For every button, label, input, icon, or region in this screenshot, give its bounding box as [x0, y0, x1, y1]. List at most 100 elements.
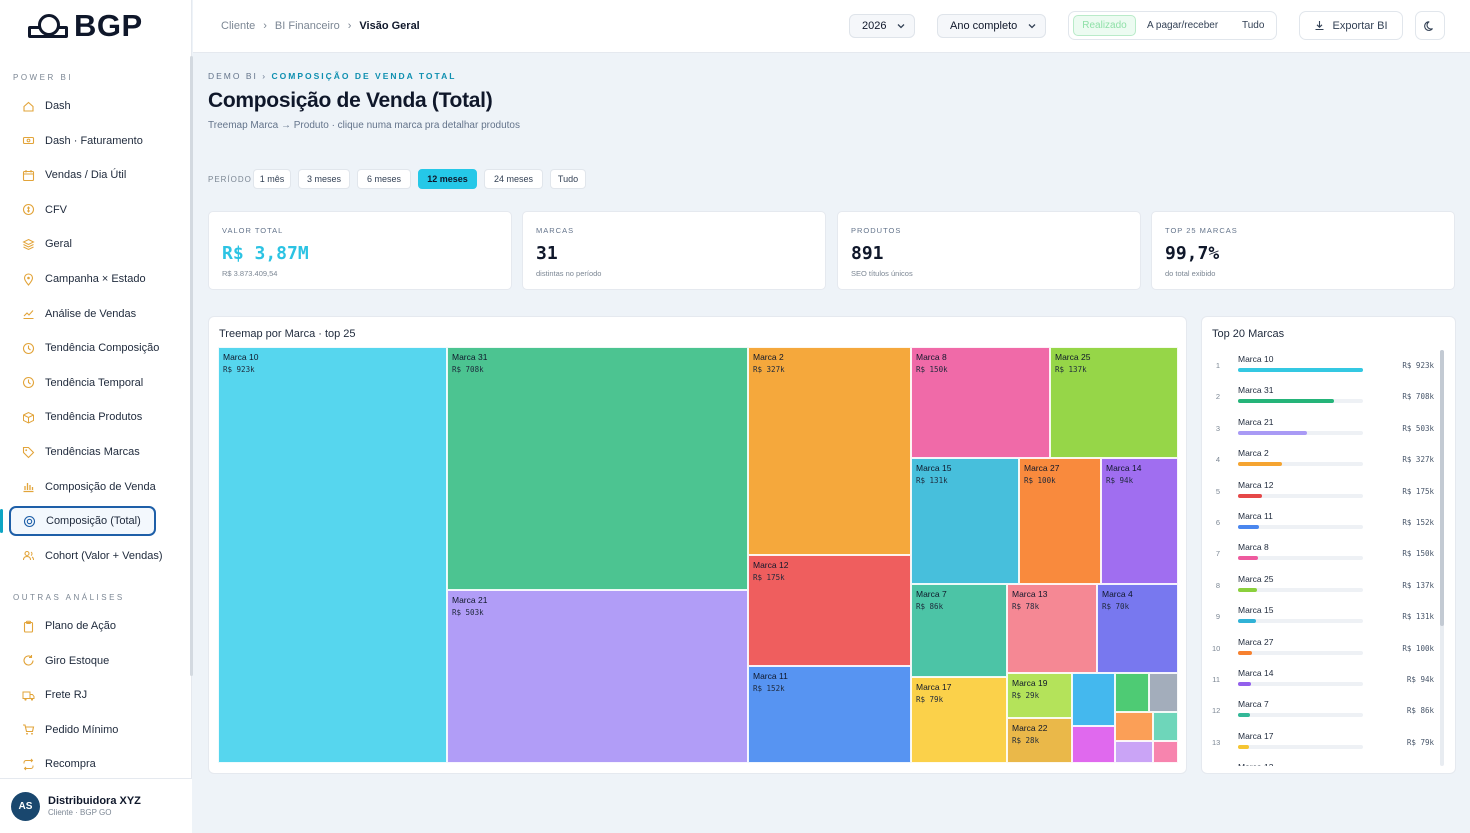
ranking-row[interactable]: 11 Marca 14 R$ 94k [1212, 665, 1438, 696]
period-button-1[interactable]: 3 meses [298, 169, 350, 189]
breadcrumb-cliente[interactable]: Cliente [221, 20, 256, 32]
sidebar-item-label: CFV [45, 203, 67, 216]
ranking-value: R$ 503k [1402, 423, 1434, 433]
year-select[interactable]: 2026 [849, 14, 915, 38]
sidebar-item-campanha-estado[interactable]: Campanha × Estado [10, 264, 180, 294]
treemap-tile[interactable]: Marca 25 R$ 137k [1050, 347, 1178, 458]
sidebar-item-pedido-minimo[interactable]: Pedido Mínimo [10, 715, 180, 745]
treemap-tile-name: Marca 17 [916, 682, 952, 692]
treemap-tile[interactable] [1072, 726, 1115, 763]
treemap-tile[interactable]: Marca 19 R$ 29k [1007, 673, 1072, 718]
sidebar-item-tendencias-marcas[interactable]: Tendências Marcas [10, 437, 180, 467]
segment-a-pagar-receber[interactable]: A pagar/receber [1147, 20, 1219, 31]
sidebar-item-composicao-de-venda[interactable]: Composição de Venda [10, 472, 180, 502]
treemap-tile-value: R$ 70k [1102, 602, 1130, 611]
sidebar-item-giro-estoque[interactable]: Giro Estoque [10, 646, 180, 676]
treemap-tile[interactable]: Marca 31 R$ 708k [447, 347, 748, 590]
treemap-tile-name: Marca 21 [452, 595, 488, 605]
ranking-row[interactable]: 4 Marca 2 R$ 327k [1212, 445, 1438, 476]
ranking-row[interactable]: 5 Marca 12 R$ 175k [1212, 477, 1438, 508]
sidebar-item-tendencia-temporal[interactable]: Tendência Temporal [10, 368, 180, 398]
user-card[interactable]: AS Distribuidora XYZ Cliente · BGP GO [0, 778, 192, 833]
breadcrumb-bi-financeiro[interactable]: BI Financeiro [274, 20, 340, 32]
ranking-name: Marca 2 [1238, 448, 1269, 459]
sidebar-item-label: Frete RJ [45, 689, 88, 702]
sidebar-item-cohort-valor-vendas[interactable]: Cohort (Valor + Vendas) [10, 541, 180, 571]
ranking-row[interactable]: 14Marca 13 [1212, 759, 1438, 766]
treemap-tile[interactable] [1072, 673, 1115, 726]
treemap-tile[interactable]: Marca 15 R$ 131k [911, 458, 1019, 584]
treemap-tile[interactable] [1115, 673, 1149, 712]
sidebar-item-tendencia-composicao[interactable]: Tendência Composição [10, 333, 180, 363]
treemap-tile-name: Marca 15 [916, 463, 952, 473]
ranking-row[interactable]: 8 Marca 25 R$ 137k [1212, 571, 1438, 602]
sidebar-item-vendas-dia-util[interactable]: Vendas / Dia Útil [10, 160, 180, 190]
ranking-row[interactable]: 3 Marca 21 R$ 503k [1212, 414, 1438, 445]
treemap-tile[interactable]: Marca 27 R$ 100k [1019, 458, 1101, 584]
ranking-value: R$ 327k [1402, 455, 1434, 465]
period-button-2[interactable]: 6 meses [357, 169, 411, 189]
sidebar-scrollbar[interactable] [190, 56, 193, 676]
theme-toggle-button[interactable] [1415, 11, 1445, 40]
ranking-rank: 7 [1215, 549, 1220, 559]
ranking-name: Marca 27 [1238, 636, 1274, 647]
money-icon [21, 134, 35, 148]
ranking-name: Marca 25 [1238, 573, 1274, 584]
trend-icon [21, 307, 35, 321]
sidebar-item-dash[interactable]: Dash [10, 91, 180, 121]
ranking-rank: 12 [1212, 706, 1221, 716]
sidebar-item-recompra[interactable]: Recompra [10, 749, 180, 779]
ranking-bar-track [1238, 619, 1363, 624]
treemap-tile[interactable]: Marca 10 R$ 923k [218, 347, 447, 763]
treemap-tile[interactable]: Marca 17 R$ 79k [911, 677, 1007, 763]
sidebar-item-frete-rj[interactable]: Frete RJ [10, 680, 180, 710]
sidebar-item-geral[interactable]: Geral [10, 229, 180, 259]
treemap-tile[interactable] [1149, 673, 1178, 712]
segment-realizado[interactable]: Realizado [1073, 15, 1136, 36]
treemap-tile[interactable]: Marca 8 R$ 150k [911, 347, 1050, 458]
treemap-tile[interactable]: Marca 2 R$ 327k [748, 347, 911, 555]
ranking-row[interactable]: 6 Marca 11 R$ 152k [1212, 508, 1438, 539]
ranking-value: R$ 137k [1402, 580, 1434, 590]
treemap-tile[interactable]: Marca 4 R$ 70k [1097, 584, 1178, 673]
ranking-row[interactable]: 13 Marca 17 R$ 79k [1212, 728, 1438, 759]
kpi-card: MARCAS 31 distintas no período [522, 211, 826, 290]
treemap-tile[interactable]: Marca 13 R$ 78k [1007, 584, 1097, 673]
sidebar-item-analise-de-vendas[interactable]: Análise de Vendas [10, 299, 180, 329]
ranking-row[interactable]: 1 Marca 10 R$ 923k [1212, 351, 1438, 382]
sidebar-item-composicao-total[interactable]: Composição (Total) [9, 506, 156, 537]
treemap-tile[interactable]: Marca 14 R$ 94k [1101, 458, 1178, 584]
period-button-3[interactable]: 12 meses [418, 169, 477, 189]
treemap-tile[interactable]: Marca 22 R$ 28k [1007, 718, 1072, 763]
treemap-tile[interactable]: Marca 12 R$ 175k [748, 555, 911, 666]
ranking-row[interactable]: 9 Marca 15 R$ 131k [1212, 602, 1438, 633]
treemap-tile[interactable]: Marca 11 R$ 152k [748, 666, 911, 763]
kpi-value: 99,7% [1165, 243, 1220, 264]
ranking-bar-track [1238, 493, 1363, 498]
treemap-tile[interactable]: Marca 7 R$ 86k [911, 584, 1007, 677]
chevron-down-icon [897, 24, 905, 29]
bgp-logo[interactable]: BGP [28, 10, 168, 42]
sidebar-item-plano-de-acao[interactable]: Plano de Ação [10, 611, 180, 641]
sidebar-item-dash-faturamento[interactable]: Dash · Faturamento [10, 126, 180, 156]
ranking-row[interactable]: 2 Marca 31 R$ 708k [1212, 382, 1438, 413]
treemap-tile-value: R$ 28k [1012, 736, 1040, 745]
treemap-tile-name: Marca 4 [1102, 589, 1133, 599]
ranking-row[interactable]: 12 Marca 7 R$ 86k [1212, 696, 1438, 727]
period-button-5[interactable]: Tudo [550, 169, 586, 189]
period-button-4[interactable]: 24 meses [484, 169, 543, 189]
sidebar-item-tendencia-produtos[interactable]: Tendência Produtos [10, 402, 180, 432]
treemap-tile[interactable] [1153, 712, 1178, 741]
export-button[interactable]: Exportar BI [1299, 11, 1403, 40]
treemap-tile[interactable] [1153, 741, 1178, 763]
segment-tudo[interactable]: Tudo [1242, 20, 1265, 31]
treemap-tile[interactable] [1115, 712, 1153, 741]
treemap-tile[interactable]: Marca 21 R$ 503k [447, 590, 748, 763]
range-select[interactable]: Ano completo [937, 14, 1046, 38]
treemap-tile[interactable] [1115, 741, 1153, 763]
ranking-row[interactable]: 10 Marca 27 R$ 100k [1212, 634, 1438, 665]
ranking-row[interactable]: 7 Marca 8 R$ 150k [1212, 539, 1438, 570]
period-button-0[interactable]: 1 mês [253, 169, 291, 189]
ranking-scrollbar[interactable] [1440, 350, 1444, 766]
sidebar-item-cfv[interactable]: CFV [10, 195, 180, 225]
